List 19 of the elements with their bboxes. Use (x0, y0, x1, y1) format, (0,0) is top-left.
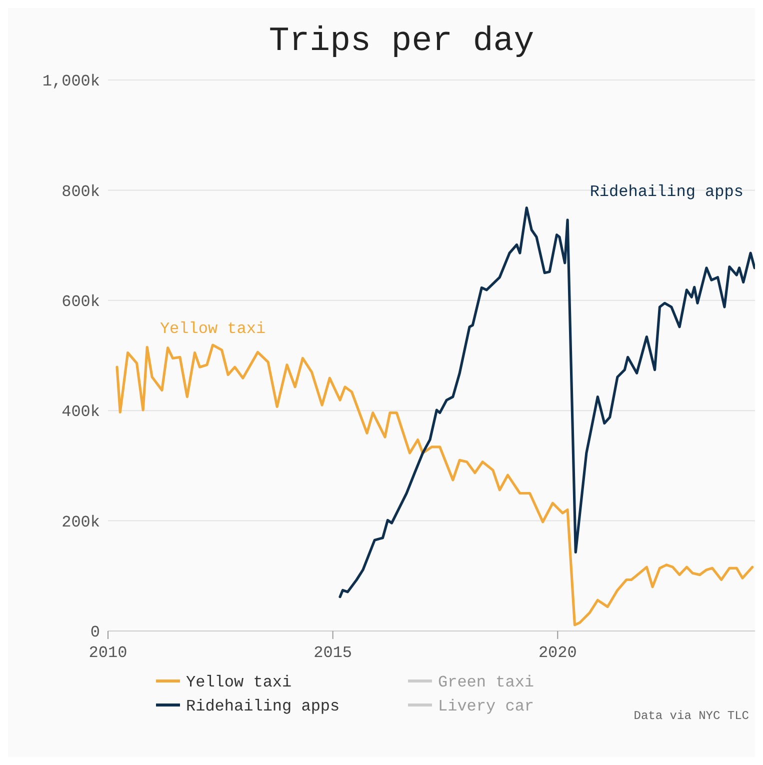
line-series (116, 344, 754, 626)
legend-label: Ridehailing apps (186, 698, 340, 716)
x-tick-label: 2020 (538, 644, 577, 662)
y-tick-label: 400k (62, 403, 100, 422)
line-series (338, 206, 755, 598)
x-tick-label: 2015 (314, 644, 352, 662)
text: Data via NYC TLC (634, 709, 749, 723)
chart-title: Trips per day (268, 23, 534, 61)
y-tick-label: 800k (62, 182, 100, 201)
y-tick-label: 0 (90, 624, 100, 642)
legend-label: Green taxi (438, 674, 534, 692)
x-tick-label: 2010 (88, 644, 128, 662)
legend-label: Livery car (438, 698, 534, 716)
text: Yellow taxi (160, 320, 266, 338)
y-tick-label: 200k (62, 513, 100, 532)
legend-label: Yellow taxi (186, 674, 292, 692)
text: Ridehailing apps (590, 182, 744, 201)
y-tick-label: 600k (62, 293, 100, 311)
y-tick-label: 1,000k (42, 72, 100, 91)
